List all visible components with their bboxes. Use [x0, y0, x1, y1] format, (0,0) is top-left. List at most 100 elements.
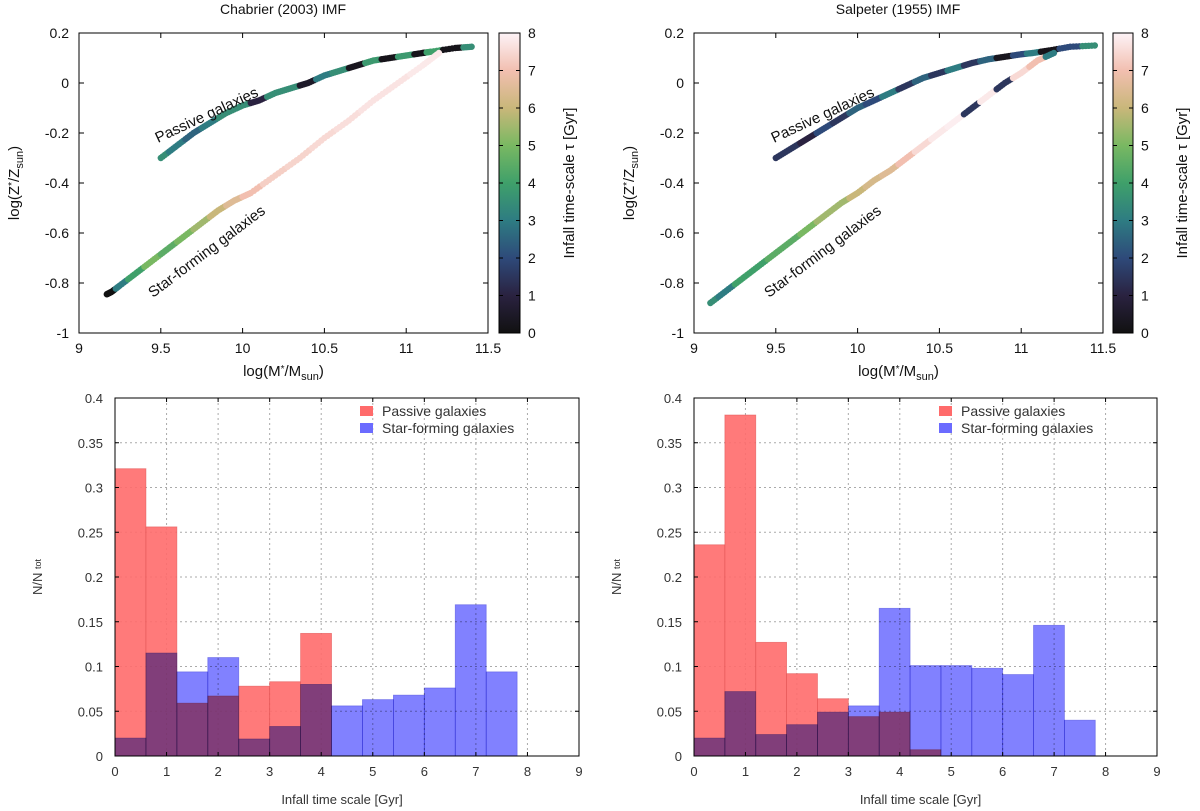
x-axis-label: Infall time scale [Gyr] [281, 792, 402, 807]
histogram-panel-salpeter: 0 1 2 3 4 5 6 7 8 9 0 0.05 0.1 0.15 0.2 0.25 0.3 0.35 0.4 I… [609, 391, 1161, 807]
x-axis-label: log(M*/Msun) [858, 363, 939, 383]
legend-label: Star-forming galaxies [382, 420, 514, 436]
x-tick-label: 2 [214, 764, 221, 779]
x-tick-label: 9 [75, 340, 83, 356]
histogram-bar [1002, 674, 1034, 757]
x-tick-label: 10 [850, 340, 866, 356]
colorbar-tick-label: 2 [1141, 250, 1149, 266]
legend-swatch [939, 406, 952, 416]
x-tick-label: 6 [999, 764, 1006, 779]
x-tick-label: 7 [472, 764, 479, 779]
colorbar-tick-label: 5 [1141, 138, 1149, 154]
x-tick-label: 0 [111, 764, 118, 779]
y-tick-label: 0.4 [664, 391, 682, 406]
histogram-bar [207, 657, 240, 757]
histogram-bar [1064, 719, 1096, 757]
legend-label: Passive galaxies [382, 403, 486, 419]
histogram-bar [847, 705, 880, 757]
colorbar-label: Infall time-scale τ [Gyr] [1174, 108, 1191, 259]
x-tick-label: 8 [1102, 764, 1109, 779]
legend-label: Star-forming galaxies [961, 420, 1093, 436]
legend-swatch [360, 423, 373, 433]
histogram-bar [392, 694, 425, 757]
y-axis-label: log(Z*/Zsun) [6, 146, 26, 220]
colorbar-tick-label: 7 [528, 63, 536, 79]
x-tick-label: 6 [421, 764, 428, 779]
histogram-bar [454, 604, 487, 757]
x-axis-label: log(M*/Msun) [243, 363, 324, 383]
data-point [1091, 42, 1099, 49]
y-axis-label: log(Z*/Zsun) [621, 146, 641, 220]
x-tick-label: 11 [399, 340, 414, 356]
series-star-forming [114, 604, 518, 757]
histogram-bar [693, 737, 726, 757]
y-tick-label: -1 [57, 325, 70, 341]
x-tick-label: 10 [235, 340, 251, 356]
y-tick-label: 0.15 [78, 615, 103, 630]
legend-label: Passive galaxies [961, 403, 1065, 419]
x-tick-label: 9.5 [766, 340, 786, 356]
colorbar-tick-label: 0 [1141, 325, 1149, 341]
histogram-bar [693, 544, 726, 757]
histogram-bar [176, 671, 209, 757]
x-tick-label: 2 [793, 764, 800, 779]
histogram-bar [724, 691, 757, 757]
y-tick-label: 0.3 [664, 481, 682, 496]
x-tick-label: 10.5 [311, 340, 338, 356]
x-tick-label: 9 [575, 764, 582, 779]
x-tick-label: 4 [318, 764, 325, 779]
colorbar-tick-label: 1 [1141, 288, 1149, 304]
histogram-bar [786, 724, 818, 757]
series-star-forming [693, 607, 1096, 757]
x-tick-label: 9 [690, 340, 698, 356]
y-tick-label: -0.4 [660, 175, 684, 191]
y-tick-label: -0.6 [45, 225, 69, 241]
annotation-passive-salpeter: Passive galaxies [769, 84, 877, 147]
annotation-passive-chabrier: Passive galaxies [153, 84, 261, 147]
x-tick-label: 10.5 [926, 340, 953, 356]
colorbar-tick-label: 1 [528, 288, 536, 304]
histogram-panel-chabrier: 0 1 2 3 4 5 6 7 8 9 0 0.05 0.1 0.15 0.2 0.25 0.3 0.35 0.4 I… [30, 391, 583, 807]
y-tick-label: 0.05 [657, 704, 682, 719]
colorbar-label: Infall time-scale τ [Gyr] [561, 108, 578, 259]
histogram-bar [362, 699, 394, 757]
scatter-panel-salpeter: 9 9.5 10 10.5 11 11.5-1-0.8-0.6-0.4-0.200.2lo… [621, 25, 1191, 383]
y-tick-label: -0.4 [45, 175, 69, 191]
x-tick-label: 11.5 [475, 340, 501, 356]
histogram-bar [423, 687, 456, 757]
x-tick-label: 11.5 [1090, 340, 1116, 356]
data-point [468, 43, 475, 50]
histogram-bar [145, 652, 178, 757]
y-tick-label: 0.05 [78, 704, 103, 719]
x-tick-label: 4 [896, 764, 903, 779]
histogram-bar [485, 671, 518, 757]
colorbar-tick-label: 2 [528, 250, 536, 266]
y-tick-label: 0.25 [657, 525, 682, 540]
y-tick-label: 0 [676, 75, 684, 91]
y-tick-label: 0 [96, 749, 103, 764]
histogram-bar [269, 726, 301, 757]
x-tick-label: 5 [369, 764, 376, 779]
series-passive [772, 42, 1099, 162]
data-point [1050, 49, 1058, 57]
histogram-bar [940, 665, 973, 757]
colorbar-tick-label: 6 [1141, 100, 1149, 116]
colorbar-tick-label: 4 [528, 175, 536, 191]
series-star-forming [707, 49, 1058, 307]
colorbar-tick-label: 8 [1141, 25, 1149, 41]
y-tick-label: 0.1 [664, 660, 682, 675]
legend-swatch [939, 423, 952, 433]
x-tick-label: 1 [742, 764, 749, 779]
y-tick-label: 0 [61, 75, 69, 91]
chart-title-chabrier: Chabrier (2003) IMF [220, 1, 346, 17]
colorbar-tick-label: 7 [1141, 63, 1149, 79]
x-tick-label: 3 [845, 764, 852, 779]
histogram-bar [878, 607, 911, 757]
y-axis-label: N/N tot [30, 559, 45, 596]
y-tick-label: -0.2 [660, 125, 684, 141]
colorbar-tick-label: 3 [528, 213, 536, 229]
histogram-bar [300, 684, 332, 757]
x-tick-label: 8 [524, 764, 531, 779]
x-tick-label: 9 [1153, 764, 1160, 779]
